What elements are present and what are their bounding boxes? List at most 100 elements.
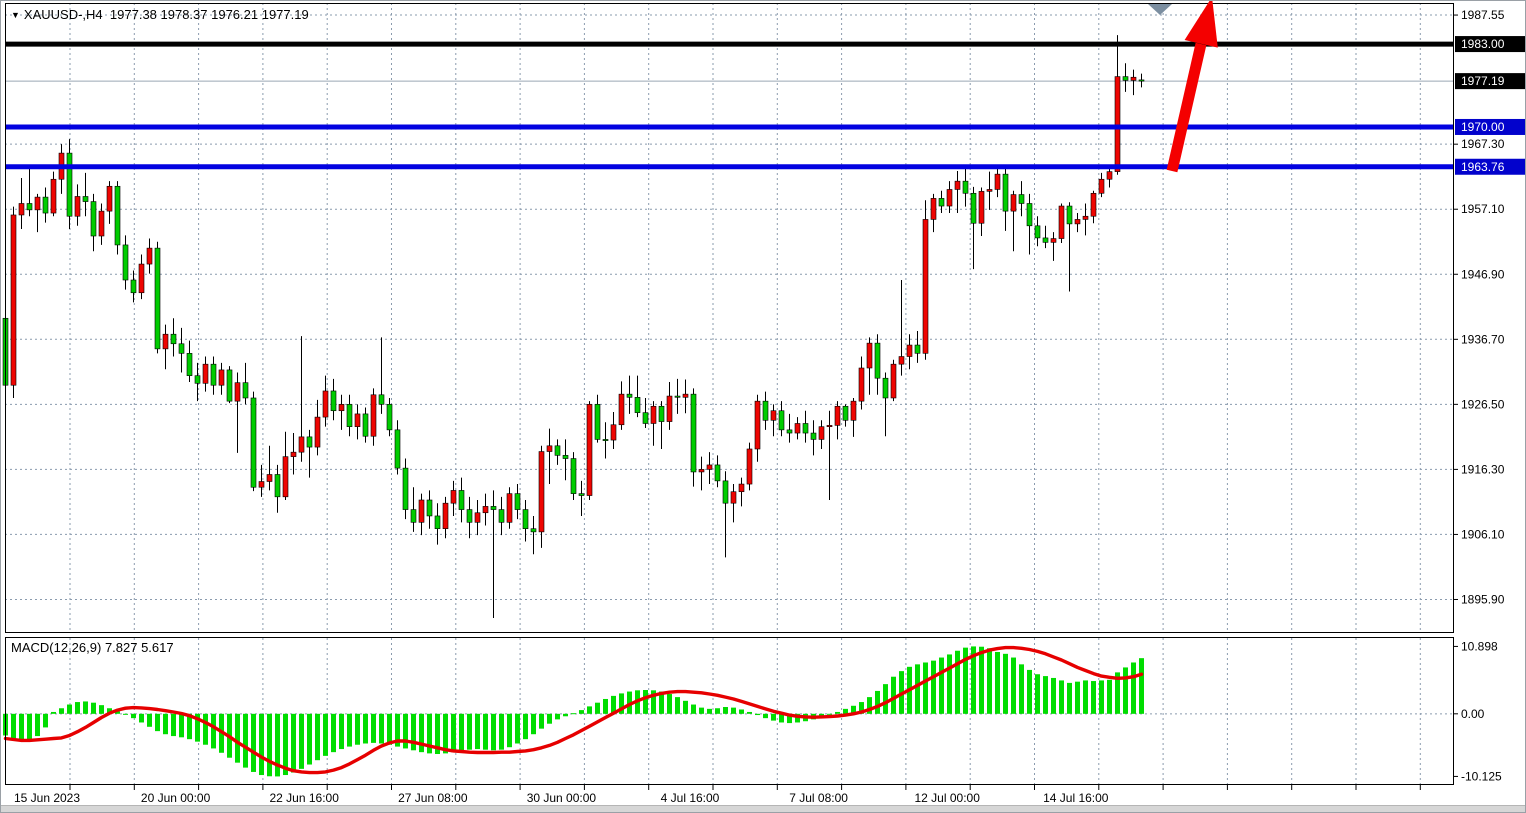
macd-bar bbox=[611, 695, 616, 714]
candle-bullish bbox=[1106, 171, 1113, 180]
candle-bearish bbox=[714, 464, 721, 482]
macd-bar bbox=[107, 708, 112, 714]
macd-bar bbox=[147, 713, 152, 727]
macd-bar bbox=[299, 713, 304, 769]
candle-bearish bbox=[842, 405, 849, 421]
price-tick-label: 1987.55 bbox=[1461, 8, 1505, 22]
macd-bar bbox=[579, 710, 584, 714]
candle-bearish bbox=[778, 410, 785, 431]
macd-bar bbox=[747, 711, 752, 714]
candle-bearish bbox=[914, 344, 921, 354]
candle-bullish bbox=[474, 512, 481, 523]
symbol-period-label: XAUUSD-,H4 bbox=[23, 7, 103, 22]
macd-bar bbox=[875, 690, 880, 714]
candle-bullish bbox=[666, 395, 673, 422]
macd-indicator-label: MACD(12,26,9) 7.827 5.617 bbox=[11, 640, 174, 655]
candle-bullish bbox=[546, 445, 553, 452]
macd-bar bbox=[419, 713, 424, 753]
candle-bearish bbox=[522, 509, 529, 529]
macd-bar bbox=[315, 713, 320, 761]
macd-bar bbox=[955, 650, 960, 714]
candle-bullish bbox=[370, 394, 377, 437]
candle-bearish bbox=[1066, 205, 1073, 225]
candle-bearish bbox=[42, 196, 49, 214]
candle-bullish bbox=[98, 210, 105, 237]
candle-bearish bbox=[466, 509, 473, 523]
macd-bar bbox=[291, 713, 296, 773]
panel-frames bbox=[5, 3, 1454, 785]
candle-bearish bbox=[1042, 237, 1049, 243]
candle-bullish bbox=[138, 263, 145, 294]
candle-bullish bbox=[738, 483, 745, 493]
candle-bearish bbox=[810, 432, 817, 440]
candle-bullish bbox=[106, 185, 113, 212]
candle-bearish bbox=[1034, 225, 1041, 239]
macd-bar bbox=[995, 651, 1000, 714]
macd-bar bbox=[395, 713, 400, 747]
time-tick-label: 4 Jul 16:00 bbox=[661, 791, 720, 805]
candle-bullish bbox=[682, 393, 689, 398]
candle-bearish bbox=[498, 509, 505, 523]
macd-bar bbox=[123, 713, 128, 715]
candle-bearish bbox=[178, 343, 185, 354]
macd-bar bbox=[323, 713, 328, 756]
candle-bullish bbox=[482, 506, 489, 514]
candle-bearish bbox=[426, 499, 433, 517]
macd-bar bbox=[779, 713, 784, 723]
macd-bar bbox=[1083, 680, 1088, 714]
candle-bullish bbox=[890, 363, 897, 399]
candle-bearish bbox=[938, 198, 945, 207]
macd-bar bbox=[491, 713, 496, 751]
macd-bar bbox=[283, 713, 288, 776]
candle-bullish bbox=[698, 469, 705, 473]
macd-bar bbox=[403, 713, 408, 749]
candle-bearish bbox=[362, 413, 369, 437]
macd-bar bbox=[931, 660, 936, 714]
macd-bar bbox=[939, 657, 944, 714]
candle-bearish bbox=[690, 393, 697, 473]
candle-bearish bbox=[674, 395, 681, 398]
macd-bar bbox=[539, 713, 544, 729]
chart-shift-marker-icon[interactable] bbox=[1148, 4, 1172, 15]
macd-bar bbox=[891, 676, 896, 714]
macd-bar bbox=[83, 701, 88, 714]
macd-bar bbox=[1075, 681, 1080, 714]
macd-bar bbox=[1123, 667, 1128, 714]
symbol-dropdown-icon[interactable]: ▼ bbox=[11, 10, 20, 20]
candle-bullish bbox=[586, 404, 593, 496]
candle-bullish bbox=[282, 456, 289, 498]
candle-bearish bbox=[154, 247, 161, 350]
trend-arrow[interactable] bbox=[1166, 1, 1218, 173]
macd-bar bbox=[483, 713, 488, 750]
macd-bar bbox=[475, 713, 480, 750]
macd-bar bbox=[755, 713, 760, 716]
candle-bullish bbox=[1058, 205, 1065, 239]
macd-bar bbox=[659, 691, 664, 714]
trend-arrow-shaft[interactable] bbox=[1166, 42, 1207, 173]
macd-bar bbox=[139, 713, 144, 723]
trend-arrow-head[interactable] bbox=[1184, 1, 1218, 48]
candle-bullish bbox=[1130, 76, 1137, 81]
candle-bullish bbox=[354, 413, 361, 427]
macd-bar bbox=[595, 702, 600, 714]
macd-bar bbox=[1139, 658, 1144, 714]
ohlc-values-label: 1977.38 1978.37 1976.21 1977.19 bbox=[109, 7, 309, 22]
candle-bearish bbox=[1018, 194, 1025, 204]
macd-bar bbox=[603, 698, 608, 714]
candle-bearish bbox=[658, 405, 665, 422]
macd-bar bbox=[1027, 669, 1032, 714]
candle-bearish bbox=[386, 404, 393, 431]
candle-bearish bbox=[786, 429, 793, 434]
macd-bar bbox=[331, 713, 336, 753]
macd-bar bbox=[99, 705, 104, 714]
candle-bearish bbox=[226, 369, 233, 402]
candle-bullish bbox=[50, 178, 57, 214]
candle-bearish bbox=[1122, 76, 1129, 81]
candle-bullish bbox=[986, 189, 993, 192]
macd-bar bbox=[11, 713, 16, 739]
candle-bullish bbox=[314, 416, 321, 448]
candle-bearish bbox=[514, 493, 521, 510]
macd-bar bbox=[531, 713, 536, 735]
macd-bar bbox=[275, 713, 280, 777]
candle-bullish bbox=[946, 189, 953, 207]
